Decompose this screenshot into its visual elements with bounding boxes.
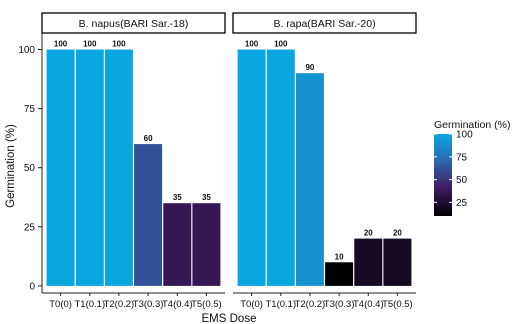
- bar-value-label: 20: [393, 229, 402, 238]
- x-tick-label: T1(0.1): [74, 299, 105, 310]
- panel-2-x-ticks: T0(0) T1(0.1)T2(0.2)T3(0.3)T4(0.4)T5(0.5): [240, 293, 413, 310]
- bar-value-label: 100: [245, 40, 259, 49]
- bar-value-label: 100: [54, 40, 68, 49]
- bar-t2-0-2-: [104, 49, 133, 286]
- y-tick-label: 75: [24, 104, 36, 115]
- x-tick-label: T1(0.1): [265, 299, 296, 310]
- panel-1-title: B. napus(BARI Sar.-18): [79, 18, 189, 30]
- panel-2-title: B. rapa(BARI Sar.-20): [273, 18, 375, 30]
- panel-2: B. rapa(BARI Sar.-20) 100 100 90 10 20 20 T0(…: [232, 12, 417, 310]
- panel-1-x-ticks: T0(0) T1(0.1)T2(0.2)T3(0.3)T4(0.4)T5(0.5): [49, 293, 222, 310]
- bar-t4-0-4-: [354, 238, 383, 286]
- legend-tick-label: 75: [456, 152, 468, 163]
- x-tick-label: T3(0.3): [324, 299, 355, 310]
- bar-value-label: 20: [364, 229, 373, 238]
- bar-value-label: 100: [83, 40, 97, 49]
- x-axis-label: EMS Dose: [202, 313, 257, 324]
- x-tick-label: T3(0.3): [133, 299, 164, 310]
- bar-t1-0-1-: [75, 49, 104, 286]
- bar-t2-0-2-: [295, 73, 324, 286]
- legend-title: Germination (%): [434, 119, 510, 131]
- panel-1: B. napus(BARI Sar.-18) 100 100 100 60 35 35 T…: [41, 12, 226, 310]
- bar-value-label: 90: [305, 63, 314, 72]
- y-tick-label: 25: [24, 222, 36, 233]
- x-tick-label: T4(0.4): [162, 299, 193, 310]
- x-tick-label: T0(0): [49, 299, 72, 310]
- bar-t5-0-5-: [192, 203, 221, 286]
- y-axis-label: Germination (%): [5, 124, 17, 208]
- y-tick-label: 100: [18, 45, 35, 56]
- legend-tick-label: 100: [456, 130, 473, 141]
- x-tick-label: T5(0.5): [382, 299, 413, 310]
- panel-2-bars: 100 100 90 10 20 20: [237, 40, 412, 286]
- legend-tick-label: 50: [456, 175, 468, 186]
- bar-value-label: 100: [274, 40, 288, 49]
- bar-t0-0-: [237, 49, 266, 286]
- y-tick-label: 0: [29, 281, 35, 292]
- bar-t4-0-4-: [163, 203, 192, 286]
- bar-t1-0-1-: [266, 49, 295, 286]
- x-tick-label: T2(0.2): [104, 299, 135, 310]
- panel-1-strip: [41, 12, 226, 34]
- bar-value-label: 60: [144, 134, 153, 143]
- panel-2-strip: [232, 12, 417, 34]
- x-tick-label: T5(0.5): [191, 299, 222, 310]
- x-tick-label: T0(0): [240, 299, 263, 310]
- y-ticks: 0 25 50 75 100: [18, 45, 42, 292]
- legend-tick-label: 25: [456, 198, 468, 209]
- y-axis: 0 25 50 75 100: [18, 33, 43, 293]
- y-tick-label: 50: [24, 163, 36, 174]
- bar-t5-0-5-: [383, 238, 412, 286]
- panel-1-bars: 100 100 100 60 35 35: [46, 40, 221, 286]
- bar-value-label: 10: [335, 252, 344, 261]
- x-tick-label: T4(0.4): [353, 299, 384, 310]
- bar-value-label: 100: [112, 40, 126, 49]
- bar-value-label: 35: [202, 193, 211, 202]
- x-tick-label: T2(0.2): [295, 299, 326, 310]
- bar-value-label: 35: [173, 193, 182, 202]
- bar-t3-0-3-: [134, 144, 163, 286]
- legend: Germination (%) 100 75 50 25: [434, 119, 510, 216]
- legend-ticks: 100 75 50 25: [434, 130, 473, 209]
- bar-t0-0-: [46, 49, 75, 286]
- legend-colorbar: [434, 134, 452, 216]
- bar-t3-0-3-: [325, 262, 354, 286]
